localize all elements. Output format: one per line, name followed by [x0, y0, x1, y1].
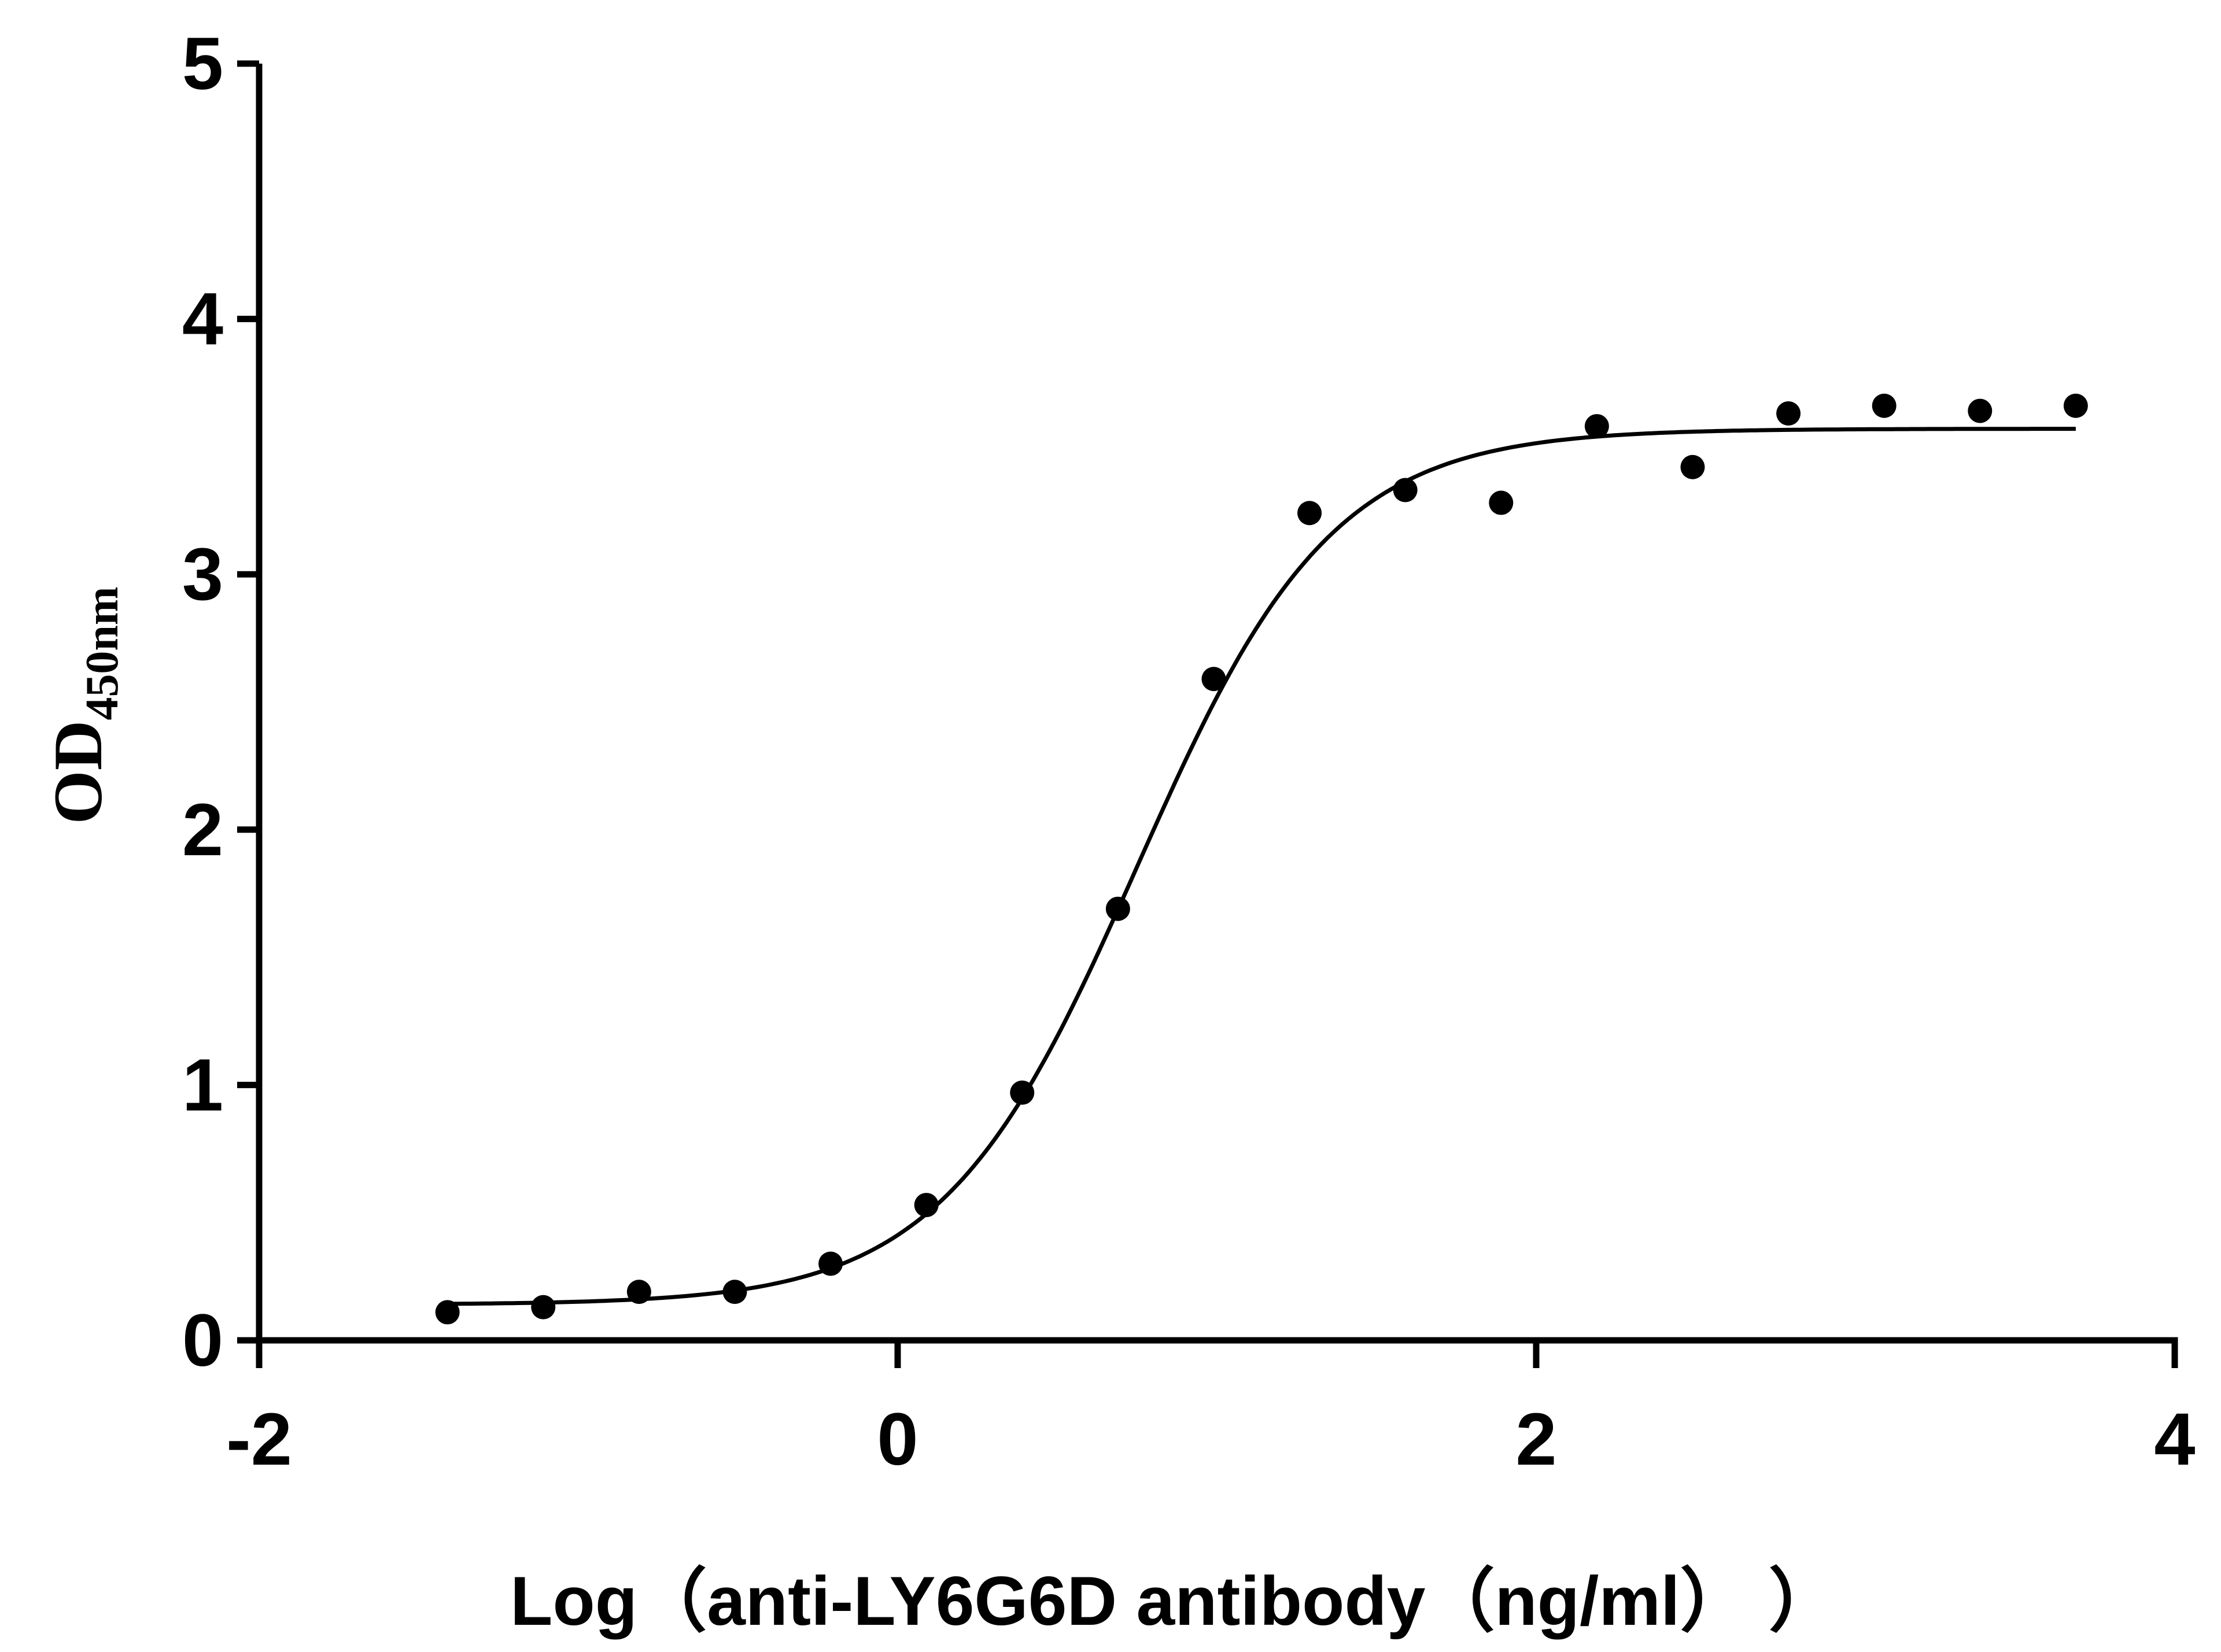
- y-tick-label: 0: [182, 1299, 223, 1382]
- fit-curve: [447, 427, 2076, 1306]
- y-tick-label: 2: [182, 789, 223, 871]
- data-point: [1776, 401, 1801, 426]
- data-point: [1680, 454, 1705, 479]
- x-tick-label: 0: [877, 1398, 918, 1481]
- x-tick-label: 4: [2154, 1398, 2195, 1481]
- data-point: [1489, 490, 1514, 515]
- x-tick-label: 2: [1515, 1398, 1556, 1481]
- data-point: [1872, 393, 1897, 418]
- x-tick-label: -2: [226, 1398, 292, 1481]
- y-tick-label: 1: [182, 1044, 223, 1126]
- plot-area: [435, 393, 2088, 1325]
- data-point: [1201, 667, 1226, 692]
- data-point: [722, 1280, 747, 1304]
- y-axis-title-subscript: 450nm: [77, 586, 128, 720]
- data-point: [435, 1300, 460, 1325]
- y-tick-label: 5: [182, 23, 223, 105]
- data-point: [1968, 398, 1993, 423]
- y-tick-label: 4: [182, 278, 223, 361]
- y-axis-title-main: OD: [39, 720, 116, 825]
- data-point: [1393, 478, 1418, 502]
- data-point: [818, 1251, 843, 1276]
- data-point: [1010, 1080, 1035, 1105]
- data-point: [1584, 414, 1609, 439]
- data-point: [914, 1192, 939, 1217]
- data-point: [626, 1280, 651, 1304]
- x-axis-title: Log（anti-LY6G6D antibody（ng/ml） ）: [510, 1562, 1838, 1640]
- data-point: [1297, 501, 1322, 526]
- y-axis-title: OD450nm: [39, 586, 128, 824]
- y-tick-label: 3: [182, 533, 223, 616]
- data-point: [531, 1295, 556, 1320]
- data-point: [2063, 393, 2088, 418]
- data-point: [1105, 896, 1130, 921]
